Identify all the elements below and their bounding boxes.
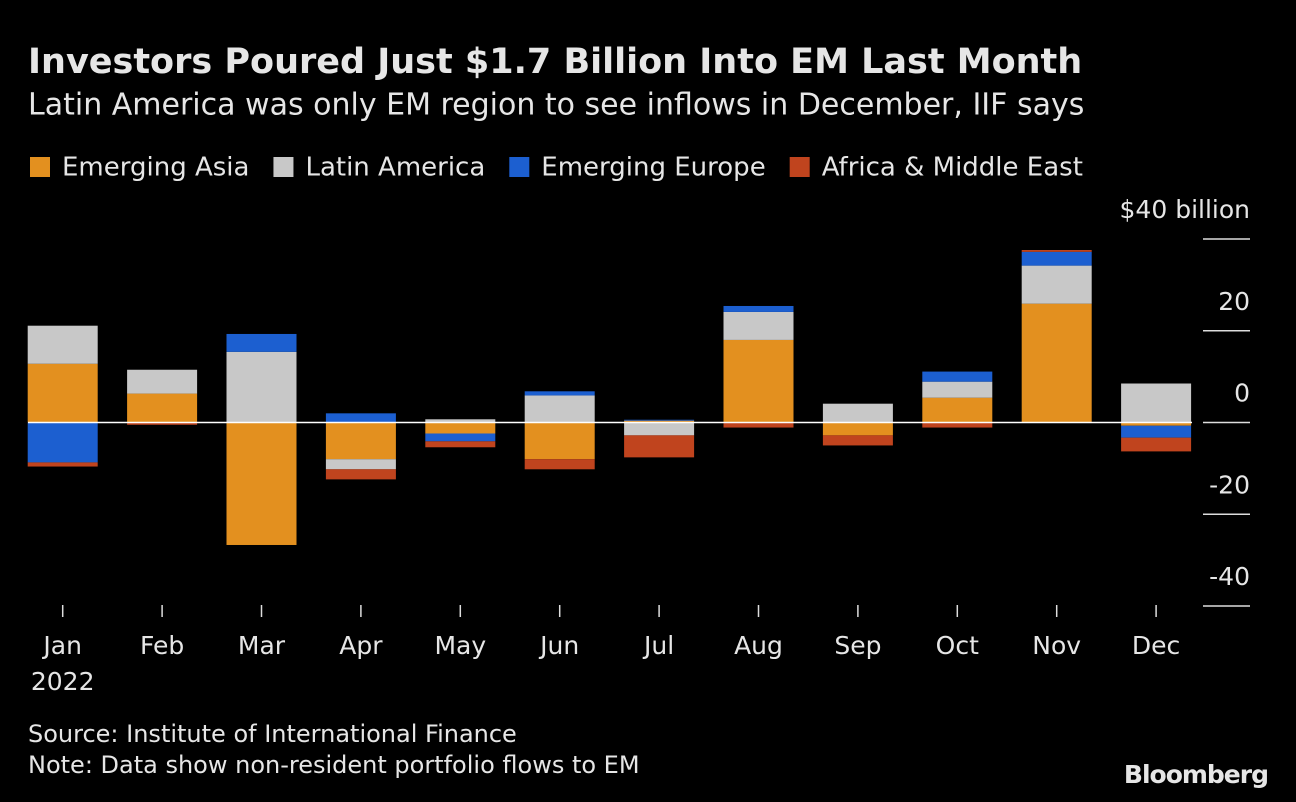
bar-segment xyxy=(127,369,198,394)
bar-segment xyxy=(226,351,297,423)
legend-swatch xyxy=(789,157,810,177)
bar-segment xyxy=(822,435,893,446)
bar-segment xyxy=(127,393,198,423)
x-tick-label: Aug xyxy=(734,631,783,660)
bar-segment xyxy=(624,422,695,436)
bar-segment xyxy=(624,420,695,423)
bar-segment xyxy=(624,419,695,421)
legend-label: Emerging Asia xyxy=(62,153,249,183)
bar-segment xyxy=(524,391,595,396)
y-tick-label: -40 xyxy=(1209,562,1250,591)
bar-segment xyxy=(226,333,297,352)
bar-segment xyxy=(524,422,595,460)
x-tick-label: Jun xyxy=(538,631,579,660)
legend-swatch xyxy=(509,157,530,177)
bar-segment xyxy=(425,422,496,434)
bar-segment xyxy=(127,422,198,425)
y-tick-label: $40 billion xyxy=(1120,195,1250,224)
bar-segment xyxy=(1021,250,1092,252)
source: Source: Institute of International Finan… xyxy=(28,720,517,748)
x-tick-label: Jan xyxy=(41,631,82,660)
legend-label: Africa & Middle East xyxy=(822,153,1083,183)
bar-segment xyxy=(325,469,396,480)
bar-segment xyxy=(1121,425,1192,438)
bar-segment xyxy=(922,381,993,398)
bar-segment xyxy=(425,419,496,423)
legend-swatch xyxy=(273,157,294,177)
bar-segment xyxy=(27,422,98,463)
x-tick-label: Apr xyxy=(339,631,383,660)
bar-segment xyxy=(922,397,993,423)
bar-segment xyxy=(27,462,98,467)
chart-title: Investors Poured Just $1.7 Billion Into … xyxy=(28,42,1082,82)
brand: Bloomberg xyxy=(1124,760,1268,789)
bar-segment xyxy=(624,435,695,458)
bar-segment xyxy=(524,395,595,423)
bar-segment xyxy=(1021,303,1092,423)
bar-segment xyxy=(922,371,993,382)
bar-segment xyxy=(425,433,496,442)
bar-segment xyxy=(723,422,794,428)
bar-segment xyxy=(226,422,297,545)
bar-segment xyxy=(325,413,396,423)
y-tick-label: 20 xyxy=(1218,287,1250,316)
note: Note: Data show non-resident portfolio f… xyxy=(28,751,640,779)
bar-segment xyxy=(822,422,893,436)
bar-segment xyxy=(723,305,794,312)
year-label: 2022 xyxy=(31,667,95,696)
legend-swatch xyxy=(30,157,50,177)
bar-segment xyxy=(922,422,993,428)
bar-segment xyxy=(1121,437,1192,452)
bar-segment xyxy=(1121,422,1192,426)
x-tick-label: Oct xyxy=(936,631,979,660)
bar-segment xyxy=(325,459,396,470)
bar-segment xyxy=(425,441,496,448)
chart-subtitle: Latin America was only EM region to see … xyxy=(28,88,1084,123)
bar-segment xyxy=(723,311,794,340)
legend-label: Latin America xyxy=(305,153,485,183)
bar-segment xyxy=(27,325,98,364)
x-tick-label: Feb xyxy=(140,631,184,660)
x-tick-label: Sep xyxy=(834,631,881,660)
y-tick-label: 0 xyxy=(1234,379,1250,408)
bar-segment xyxy=(723,339,794,423)
x-tick-label: Jul xyxy=(642,631,674,660)
x-tick-label: Dec xyxy=(1132,631,1180,660)
bar-segment xyxy=(524,459,595,470)
bar-segment xyxy=(27,363,98,423)
y-tick-label: -20 xyxy=(1209,470,1250,499)
x-tick-label: Nov xyxy=(1032,631,1081,660)
bar-segment xyxy=(822,403,893,423)
bar-segment xyxy=(1121,383,1192,423)
bar-segment xyxy=(325,422,396,460)
bar-segment xyxy=(1021,265,1092,304)
x-tick-label: Mar xyxy=(238,631,286,660)
legend-label: Emerging Europe xyxy=(541,153,765,183)
x-tick-label: May xyxy=(434,631,486,660)
bar-segment xyxy=(1021,251,1092,266)
